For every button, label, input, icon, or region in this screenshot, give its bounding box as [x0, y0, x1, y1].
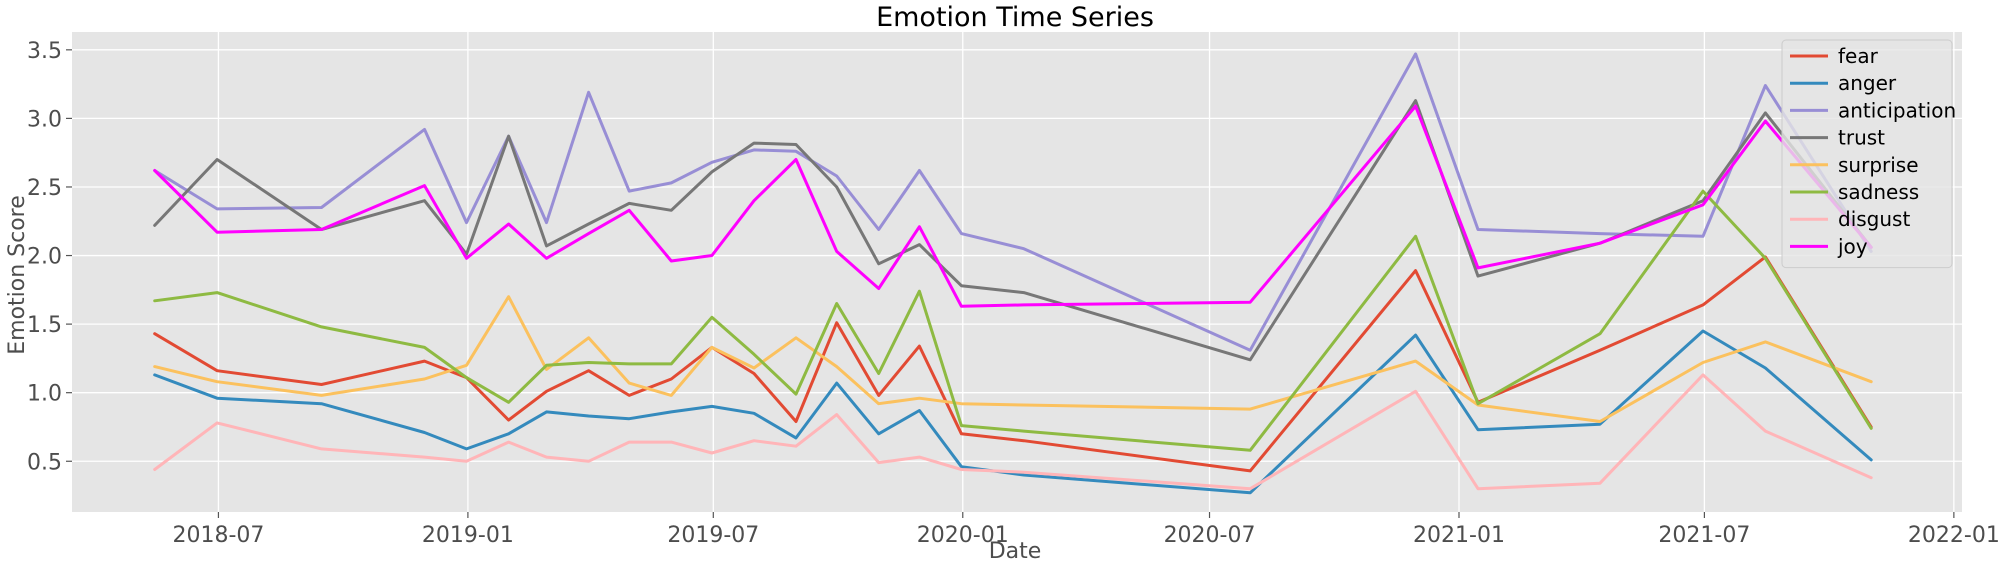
legend-label-trust: trust [1838, 126, 1885, 150]
series-line-anticipation [153, 52, 1873, 352]
series-line-trust [153, 99, 1873, 362]
x-tick-label: 2021-01 [1413, 523, 1505, 548]
series-line-sadness [153, 189, 1873, 452]
y-tick-label: 3.0 [27, 107, 62, 132]
y-tick-label: 2.0 [27, 245, 62, 270]
grid [72, 32, 1962, 512]
y-tick-label: 1.0 [27, 382, 62, 407]
x-tick-label: 2019-01 [422, 523, 514, 548]
x-axis-title: Date [989, 539, 1042, 564]
legend-label-fear: fear [1838, 44, 1879, 68]
series-line-joy [153, 104, 1873, 308]
y-tick-label: 3.5 [27, 39, 62, 64]
x-tick-label: 2020-07 [1164, 523, 1256, 548]
x-tick-label: 2019-07 [667, 523, 759, 548]
legend-label-anticipation: anticipation [1838, 98, 1956, 122]
legend-label-disgust: disgust [1838, 207, 1910, 231]
y-tick-label: 1.5 [27, 313, 62, 338]
y-tick-label: 2.5 [27, 176, 62, 201]
legend-label-surprise: surprise [1838, 153, 1919, 177]
legend-label-sadness: sadness [1838, 180, 1919, 204]
x-axis-ticks: 2018-07 2019-01 2019-07 2020-01 2020-07 2021-… [172, 512, 2000, 548]
series-line-anger [153, 329, 1873, 495]
y-axis-title: Emotion Score [5, 195, 30, 355]
x-tick-label: 2022-01 [1908, 523, 2000, 548]
series-lines [153, 52, 1873, 495]
x-tick-label: 2018-07 [172, 523, 264, 548]
y-tick-label: 0.5 [27, 450, 62, 475]
x-tick-label: 2020-01 [917, 523, 1009, 548]
x-tick-label: 2021-07 [1658, 523, 1750, 548]
legend-box [1781, 39, 1953, 269]
legend-label-joy: joy [1837, 234, 1868, 258]
chart-title: Emotion Time Series [876, 2, 1154, 33]
y-axis-ticks: 0.5 1.0 1.5 2.0 2.5 3.0 3.5 [27, 39, 72, 475]
legend-label-anger: anger [1838, 71, 1897, 95]
series-line-disgust [153, 373, 1873, 491]
legend: fear anger anticipation trust surprise sadnes… [1781, 39, 1956, 269]
